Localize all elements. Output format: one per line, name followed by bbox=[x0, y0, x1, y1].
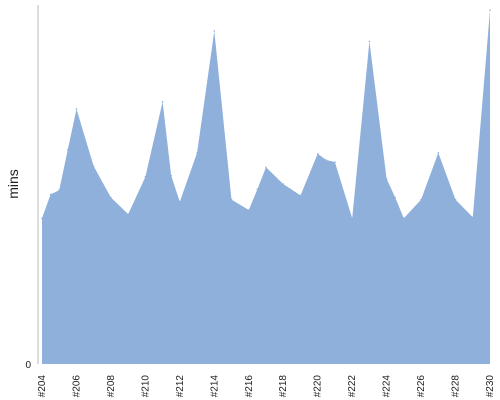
x-tick-label-216: #216 bbox=[244, 375, 255, 398]
x-tick-label-228: #228 bbox=[451, 375, 462, 398]
point-206 bbox=[75, 108, 78, 110]
point-224 bbox=[385, 178, 388, 180]
point-217 bbox=[265, 166, 267, 169]
point-227 bbox=[437, 152, 440, 154]
point-225 bbox=[403, 217, 405, 220]
point-219 bbox=[299, 194, 302, 197]
area-series bbox=[42, 10, 490, 364]
point-211 bbox=[161, 101, 164, 103]
y-axis-label: mins bbox=[5, 169, 21, 199]
y-tick-label-0: 0 bbox=[25, 360, 31, 371]
x-tick-label-212: #212 bbox=[175, 375, 186, 398]
point-226 bbox=[420, 198, 422, 201]
point-210 bbox=[144, 175, 147, 178]
intermediate-point-7-0 bbox=[170, 174, 172, 177]
intermediate-point-12-0 bbox=[256, 188, 259, 190]
point-212 bbox=[179, 200, 181, 203]
point-221 bbox=[334, 161, 336, 163]
point-205 bbox=[58, 189, 60, 191]
intermediate-point-0-0 bbox=[49, 193, 52, 196]
x-tick-label-208: #208 bbox=[106, 375, 117, 398]
point-229 bbox=[472, 216, 474, 219]
x-tick-label-226: #226 bbox=[416, 375, 427, 398]
x-tick-label-210: #210 bbox=[140, 375, 151, 398]
point-223 bbox=[368, 40, 371, 43]
x-tick-label-224: #224 bbox=[382, 375, 393, 398]
x-tick-label-222: #222 bbox=[347, 375, 358, 398]
x-tick-label-214: #214 bbox=[209, 375, 220, 398]
x-tick-label-218: #218 bbox=[278, 375, 289, 398]
point-215 bbox=[230, 198, 233, 201]
point-220 bbox=[316, 153, 319, 155]
point-228 bbox=[454, 198, 457, 201]
intermediate-point-1-0 bbox=[67, 148, 69, 151]
intermediate-point-16-0 bbox=[325, 159, 328, 161]
point-218 bbox=[282, 183, 285, 185]
point-230 bbox=[489, 9, 491, 11]
point-207 bbox=[92, 165, 95, 168]
point-213 bbox=[196, 152, 198, 154]
point-222 bbox=[351, 217, 354, 220]
point-204 bbox=[41, 217, 43, 220]
x-tick-label-204: #204 bbox=[37, 375, 48, 398]
intermediate-point-20-0 bbox=[394, 196, 397, 199]
point-214 bbox=[213, 30, 216, 32]
plot-area bbox=[41, 9, 491, 364]
point-216 bbox=[248, 209, 250, 211]
x-axis-ticks: #204 #206 #208 #210 #212 #214 #216 #218 #220 #222… bbox=[37, 375, 496, 398]
x-tick-label-206: #206 bbox=[72, 375, 83, 398]
point-208 bbox=[110, 196, 112, 199]
x-tick-label-230: #230 bbox=[485, 375, 496, 398]
point-209 bbox=[127, 213, 129, 215]
x-tick-label-220: #220 bbox=[313, 375, 324, 398]
